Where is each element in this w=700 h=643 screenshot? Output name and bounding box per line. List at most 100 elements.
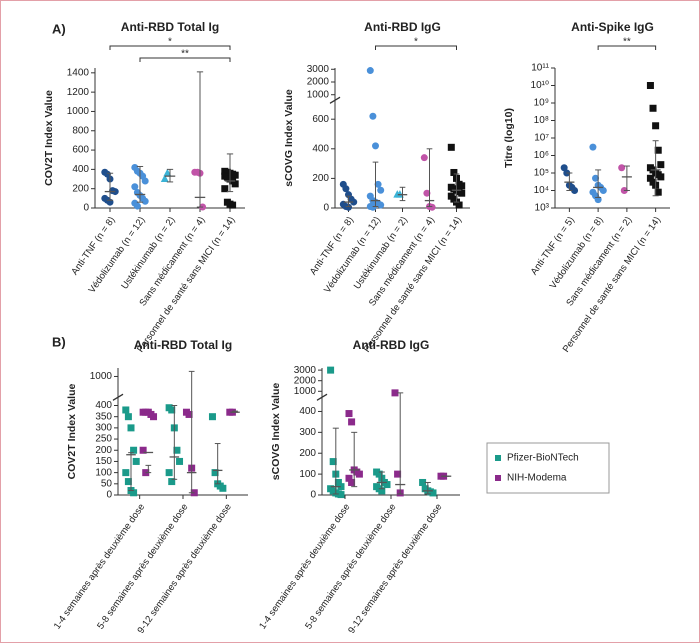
data-point (646, 82, 654, 89)
data-point (122, 406, 130, 414)
chart-title: Anti-RBD Total Ig (121, 20, 219, 34)
y-tick-label: 10⁴ (534, 185, 549, 196)
data-point (458, 189, 466, 197)
data-point (124, 478, 132, 486)
y-tick-label: 0 (106, 490, 112, 501)
y-tick-label: 3000 (294, 365, 317, 376)
data-point (423, 189, 431, 197)
data-point (124, 413, 132, 421)
data-point (654, 188, 662, 196)
panel-label: B) (52, 334, 66, 349)
y-tick-label: 300 (299, 427, 316, 438)
y-tick-label: 600 (72, 145, 89, 156)
data-point (618, 164, 626, 172)
data-point (130, 446, 138, 454)
y-tick-label: 150 (95, 456, 112, 467)
data-point (132, 457, 140, 465)
y-tick-label: 1000 (307, 89, 330, 100)
data-point (383, 481, 391, 489)
y-tick-label: 250 (95, 434, 112, 445)
y-tick-label: 3000 (307, 64, 330, 75)
significance-label: ** (181, 49, 189, 60)
legend-label: NIH-Modema (507, 473, 567, 484)
data-point (654, 146, 662, 154)
x-tick-label: 1-4 semaines après deuxième dose (257, 502, 352, 632)
y-tick-label: 400 (299, 406, 316, 417)
panel-label: A) (52, 21, 66, 36)
data-point (130, 489, 138, 497)
y-tick-label: 600 (312, 114, 329, 125)
data-point (374, 180, 382, 188)
y-tick-label: 300 (95, 423, 112, 434)
data-point (378, 487, 386, 495)
y-tick-label: 400 (312, 143, 329, 154)
data-point (219, 484, 227, 492)
y-tick-label: 400 (72, 164, 89, 175)
data-point (160, 174, 169, 183)
data-point (163, 168, 172, 177)
data-point (150, 413, 158, 421)
data-point (429, 489, 437, 497)
y-tick-label: 0 (310, 490, 316, 501)
data-point (458, 182, 466, 190)
data-point (168, 478, 176, 486)
data-point (165, 469, 173, 477)
y-tick-label: 200 (299, 448, 316, 459)
y-tick-label: 200 (312, 173, 329, 184)
significance-bracket (139, 57, 231, 62)
data-point (211, 469, 219, 477)
y-tick-label: 10³ (535, 203, 550, 214)
data-point (571, 187, 579, 194)
data-point (369, 112, 377, 120)
y-tick-label: 2000 (307, 77, 330, 88)
data-point (334, 478, 342, 486)
y-axis-label: sCOVG Index Value (270, 383, 282, 481)
data-point (657, 173, 665, 181)
y-tick-label: 200 (72, 183, 89, 194)
data-point (139, 446, 147, 454)
legend-swatch (495, 455, 501, 461)
data-point (646, 174, 654, 182)
data-point (372, 142, 379, 150)
data-point (127, 424, 135, 432)
significance-bracket (375, 45, 457, 50)
data-point (377, 186, 385, 194)
y-tick-label: 1000 (67, 106, 90, 117)
y-tick-label: 100 (299, 469, 316, 480)
y-tick-label: 1400 (67, 67, 90, 78)
y-axis-label: Titre (log10) (503, 108, 515, 168)
chart-title: Anti-RBD IgG (364, 20, 441, 34)
y-tick-label: 2000 (294, 375, 317, 386)
data-point (592, 174, 600, 182)
data-point (366, 67, 374, 75)
data-point (221, 185, 229, 193)
x-tick-label: Védolizumab (n = 8) (548, 215, 606, 291)
data-point (345, 203, 352, 211)
data-point (377, 201, 385, 209)
data-point (345, 410, 353, 418)
data-point (185, 410, 193, 418)
data-point (599, 187, 607, 194)
data-point (345, 474, 353, 482)
data-point (355, 470, 363, 478)
significance-bracket (109, 45, 231, 50)
y-tick-label: 10⁸ (534, 115, 549, 126)
legend-swatch (495, 475, 501, 481)
y-tick-label: 800 (72, 125, 89, 136)
axis-break (316, 393, 328, 401)
data-point (375, 470, 383, 478)
data-point (342, 185, 350, 193)
data-point (348, 478, 356, 486)
data-point (657, 161, 665, 169)
x-tick-label: 9-12 semaines après deuxième dose (135, 502, 233, 636)
y-tick-label: 1200 (67, 87, 90, 98)
data-point (176, 457, 184, 465)
data-point (391, 389, 399, 397)
data-point (394, 470, 402, 478)
data-point (395, 190, 404, 198)
y-tick-label: 10¹¹ (531, 63, 549, 74)
data-point (337, 491, 345, 499)
data-point (141, 197, 149, 205)
data-point (652, 122, 660, 130)
